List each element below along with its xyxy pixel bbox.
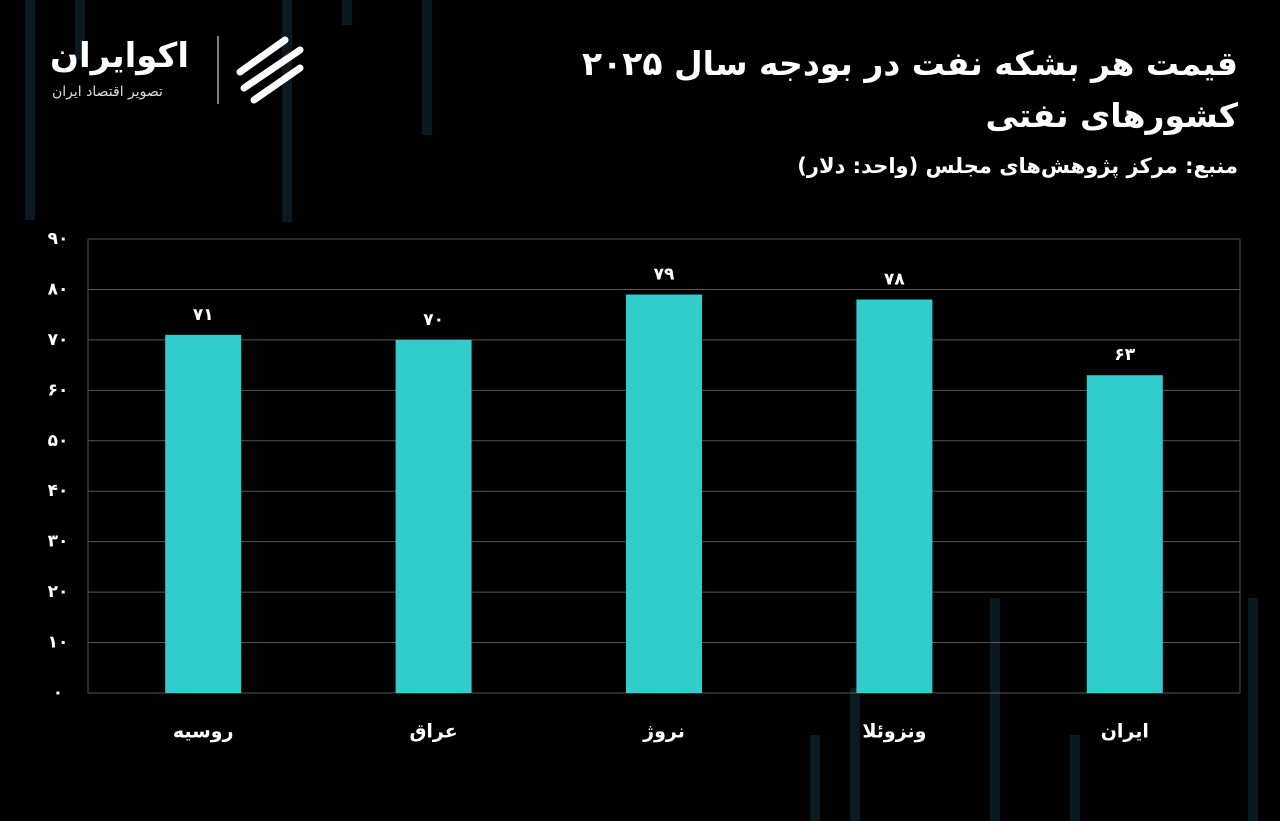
y-tick-label: ۵۰: [48, 431, 69, 451]
bar: [626, 294, 702, 693]
y-tick-label: ۱۰: [48, 633, 69, 653]
value-label: ۷۸: [884, 270, 905, 290]
chart-subtitle: منبع: مرکز پژوهش‌های مجلس (واحد: دلار): [797, 154, 1238, 178]
y-tick-label: ۳۰: [48, 532, 69, 552]
value-label: ۷۱: [193, 305, 214, 325]
x-tick-label: روسیه: [173, 721, 234, 743]
logo-tagline: تصویر اقتصاد ایران: [52, 84, 163, 100]
x-tick-label: ونزوئلا: [862, 721, 926, 743]
y-tick-label: ۲۰: [48, 582, 69, 602]
value-label: ۷۰: [423, 310, 444, 330]
value-label: ۶۳: [1114, 345, 1135, 365]
chart-title: قیمت هر بشکه نفت در بودجه سال ۲۰۲۵ کشوره…: [581, 44, 1238, 135]
x-tick-label: ایران: [1101, 721, 1149, 743]
y-tick-label: ۷۰: [48, 330, 69, 350]
y-tick-label: ۴۰: [48, 481, 69, 501]
y-tick-label: ۸۰: [48, 279, 69, 299]
y-tick-label: ۰: [53, 683, 63, 703]
y-tick-label: ۹۰: [48, 229, 69, 249]
value-label: ۷۹: [654, 264, 675, 284]
y-tick-label: ۶۰: [48, 380, 69, 400]
bar: [1086, 375, 1163, 693]
logo-name: اکوایران: [50, 36, 189, 76]
bar: [856, 299, 933, 693]
x-tick-label: عراق: [409, 721, 457, 743]
logo-icon: [236, 36, 304, 104]
background-decor: [25, 0, 1258, 821]
bar: [165, 334, 242, 693]
bar: [395, 339, 472, 693]
x-tick-label: نروژ: [642, 721, 685, 743]
